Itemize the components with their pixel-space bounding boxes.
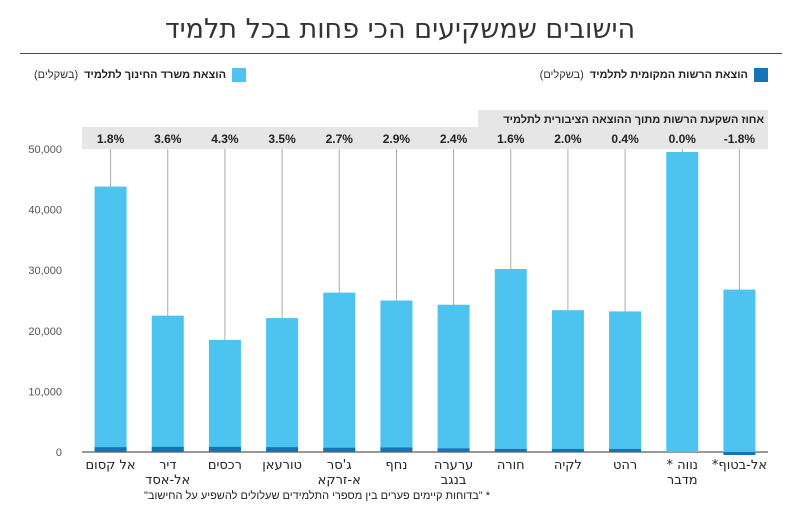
bar-ministry [551, 310, 584, 452]
percent-header: אחוז השקעת הרשות מתוך ההוצאה הציבורית לת… [503, 113, 764, 126]
legend-local-label: הוצאת הרשות המקומית לתלמיד [589, 69, 748, 81]
x-tick-label: רהט [613, 458, 637, 473]
percent-label: 2.4% [440, 132, 468, 146]
percent-label: 3.5% [268, 132, 296, 146]
bar-ministry [494, 268, 527, 452]
bar-local [723, 452, 756, 455]
x-tick-label: טורעאן [262, 458, 302, 473]
title-divider [20, 53, 782, 54]
x-tick-label: ג'סר [327, 458, 352, 473]
percent-band [82, 127, 768, 149]
x-tick-label: חורה [497, 458, 525, 473]
bar-ministry [208, 339, 241, 452]
bar-ministry [266, 318, 299, 452]
percent-label: 1.6% [497, 132, 525, 146]
y-tick-label: 50,000 [28, 144, 62, 156]
legend-local-swatch [754, 68, 768, 82]
percent-label: 0.4% [611, 132, 639, 146]
x-tick-label: ערערה [434, 458, 473, 473]
y-tick-label: 0 [56, 447, 62, 459]
x-tick-label: אל-בטוף* [712, 458, 767, 473]
percent-label: -1.8% [724, 132, 756, 146]
y-tick-label: 20,000 [28, 326, 62, 338]
percent-label: 1.8% [97, 132, 125, 146]
bar-local [494, 448, 527, 452]
bar-ministry [437, 304, 470, 452]
y-tick-label: 10,000 [28, 386, 62, 398]
percent-label: 3.6% [154, 132, 182, 146]
chart-title: הישובים שמשקיעים הכי פחות בכל תלמיד [164, 14, 636, 45]
legend-local: הוצאת הרשות המקומית לתלמיד (בשקלים) [540, 66, 768, 84]
bar-local [609, 449, 642, 452]
bar-local [323, 447, 356, 452]
x-tick-label: נווה * [667, 458, 698, 473]
x-tick-label: א-זרקא [318, 473, 361, 488]
x-tick-label: אל קסום [86, 458, 136, 473]
footnote: * "בדוחות קיימים פערים בין מספרי התלמידי… [144, 490, 490, 502]
bar-ministry [666, 152, 699, 452]
y-tick-label: 30,000 [28, 265, 62, 277]
y-tick-label: 40,000 [28, 205, 62, 217]
bar-local [266, 447, 299, 452]
percent-label: 2.0% [554, 132, 582, 146]
bar-local [551, 448, 584, 452]
bar-ministry [609, 311, 642, 452]
x-tick-label: נחף [385, 458, 407, 473]
bar-ministry [723, 289, 756, 452]
bar-local [208, 446, 241, 452]
legend-ministry: הוצאת משרד החינוך לתלמיד (בשקלים) [34, 66, 247, 84]
bar-local [94, 447, 127, 452]
percent-header-band [478, 110, 768, 127]
x-tick-label: לקיה [554, 458, 582, 473]
legend-ministry-swatch [232, 68, 247, 82]
legend-ministry-label: הוצאת משרד החינוך לתלמיד [84, 69, 227, 81]
bar-ministry [323, 292, 356, 452]
x-tick-label: אל-אסד [145, 473, 190, 488]
x-tick-label: רכסים [208, 458, 242, 473]
percent-label: 2.7% [326, 132, 354, 146]
bar-local [380, 447, 413, 452]
bar-ministry [94, 186, 127, 452]
legend-local-note: (בשקלים) [539, 69, 584, 81]
legend-ministry-note: (בשקלים) [34, 69, 79, 81]
bar-ministry [151, 315, 184, 452]
bar-local [151, 446, 184, 452]
percent-label: 0.0% [669, 132, 697, 146]
x-tick-label: מדבר [667, 473, 698, 488]
bar-local [437, 448, 470, 452]
bar-ministry [380, 300, 413, 452]
x-tick-label: דיר [159, 458, 176, 473]
percent-label: 2.9% [383, 132, 411, 146]
percent-label: 4.3% [211, 132, 239, 146]
x-tick-label: בנגב [441, 473, 467, 488]
